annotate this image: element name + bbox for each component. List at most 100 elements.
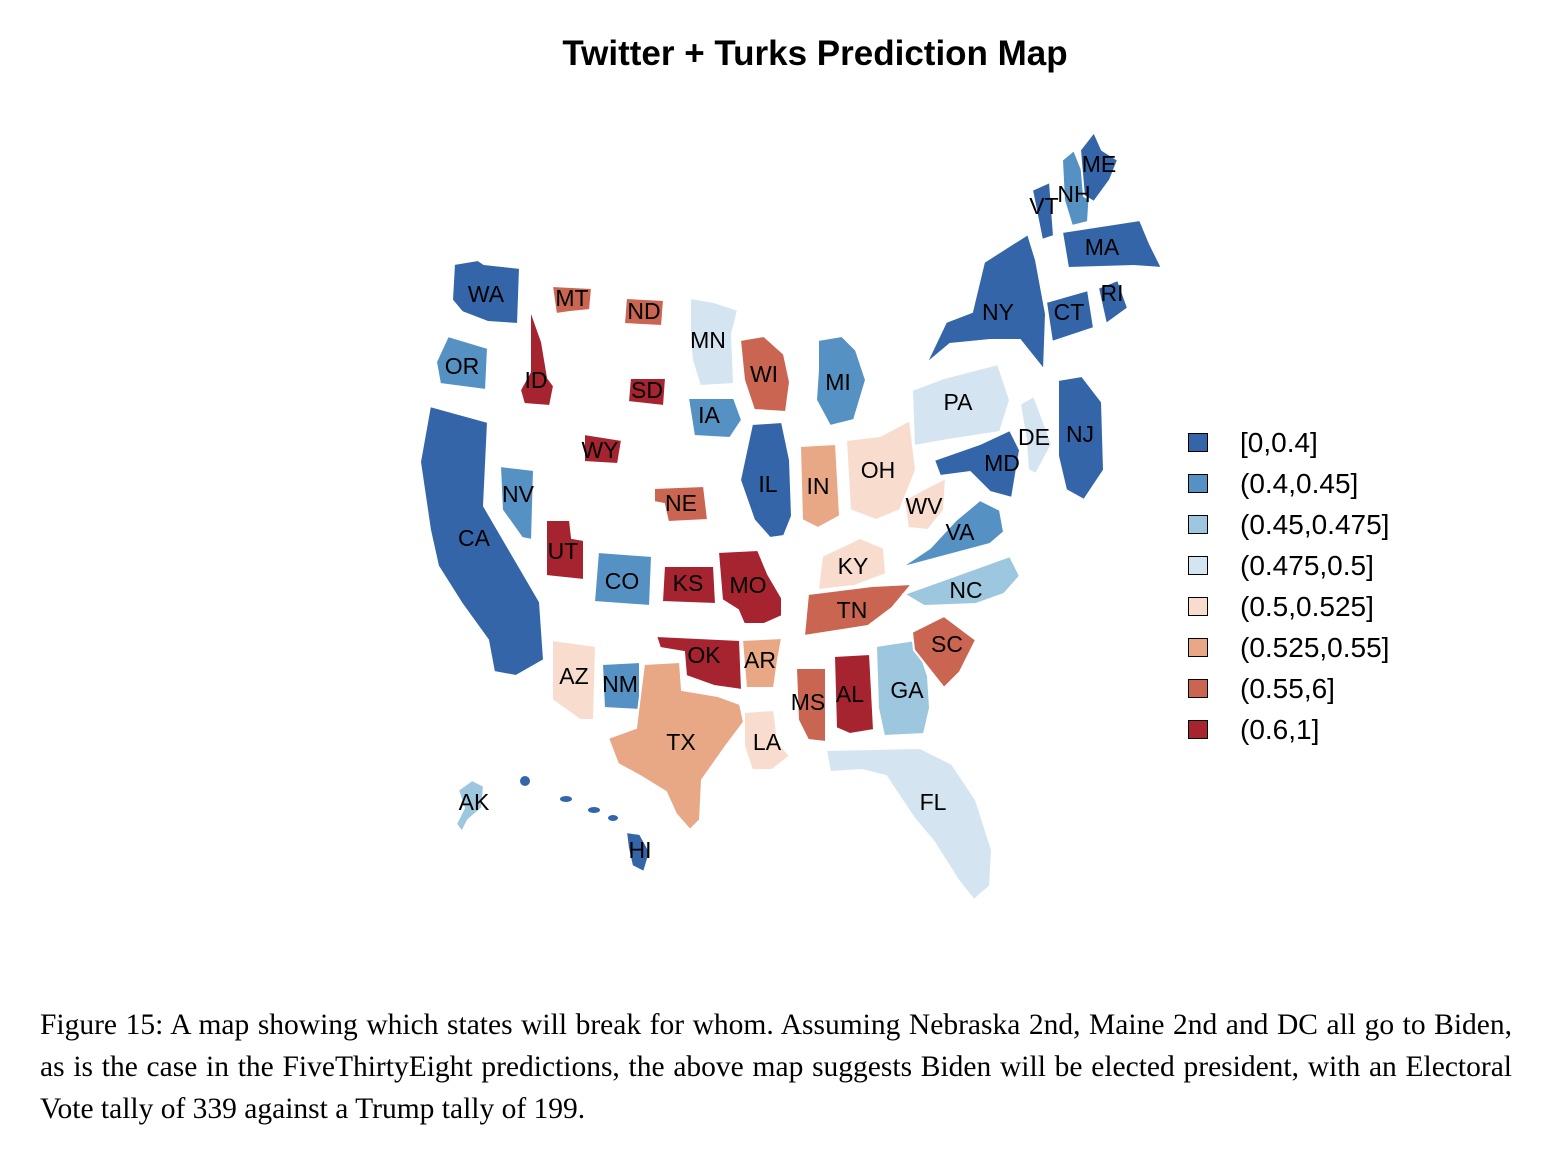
state-label-la: LA <box>753 729 782 755</box>
state-label-nh: NH <box>1057 181 1090 207</box>
state-label-ar: AR <box>744 647 776 673</box>
legend-label: [0,0.4] <box>1240 426 1318 458</box>
state-ks <box>660 565 718 606</box>
state-or <box>434 334 490 392</box>
state-va <box>899 498 1006 569</box>
state-vt <box>1030 180 1056 242</box>
state-label-sd: SD <box>631 377 663 403</box>
legend-item: (0.4,0.45] <box>1188 463 1389 504</box>
legend-label: (0.6,1] <box>1240 713 1320 745</box>
state-label-mt: MT <box>555 285 588 311</box>
state-label-id: ID <box>525 367 548 393</box>
state-ne <box>653 484 710 524</box>
legend-item: (0.45,0.475] <box>1188 504 1389 545</box>
state-label-in: IN <box>807 473 830 499</box>
state-label-de: DE <box>1018 424 1050 450</box>
state-ak <box>454 778 486 834</box>
state-label-ak: AK <box>459 789 490 815</box>
state-hi-island <box>560 796 572 802</box>
state-label-wv: WV <box>905 493 943 519</box>
state-fl <box>824 746 994 902</box>
state-wy <box>583 432 624 466</box>
state-ny <box>925 232 1048 373</box>
legend-label: (0.525,0.55] <box>1240 631 1390 663</box>
state-ct <box>1044 288 1096 344</box>
state-mi <box>814 334 868 428</box>
state-label-ut: UT <box>548 538 579 564</box>
state-label-ia: IA <box>698 402 720 428</box>
state-label-hi: HI <box>629 837 652 863</box>
state-ar <box>740 636 784 689</box>
figure-caption: Figure 15: A map showing which states wi… <box>40 1009 1512 1125</box>
state-label-tn: TN <box>837 597 868 623</box>
state-label-ma: MA <box>1085 234 1120 260</box>
state-id <box>518 307 556 408</box>
state-wv <box>902 476 948 532</box>
legend-swatch <box>1188 515 1208 534</box>
state-label-wa: WA <box>468 281 505 307</box>
legend-swatch <box>1188 556 1208 575</box>
state-ut <box>545 519 585 582</box>
state-label-mi: MI <box>825 369 851 395</box>
map-legend: [0,0.4] (0.4,0.45] (0.45,0.475] (0.475,0.5]… <box>1188 422 1389 750</box>
state-ms <box>794 667 827 744</box>
state-la <box>743 708 792 771</box>
state-de <box>1018 394 1054 476</box>
state-label-ky: KY <box>838 553 869 579</box>
state-mt <box>550 284 594 316</box>
legend-swatch <box>1188 474 1208 493</box>
state-hi-island <box>588 807 600 813</box>
state-label-nj: NJ <box>1066 421 1094 447</box>
legend-label: (0.5,0.525] <box>1240 590 1374 622</box>
state-label-mn: MN <box>690 327 726 353</box>
state-nj <box>1057 374 1106 502</box>
state-ma <box>1060 218 1164 270</box>
state-label-nc: NC <box>949 577 982 603</box>
state-md <box>932 428 1022 500</box>
state-co <box>592 550 654 608</box>
state-label-tx: TX <box>666 729 695 755</box>
state-label-wy: WY <box>581 437 618 463</box>
state-label-ct: CT <box>1054 299 1085 325</box>
legend-item: (0.475,0.5] <box>1188 545 1389 586</box>
map-title: Twitter + Turks Prediction Map <box>562 34 1068 73</box>
legend-item: [0,0.4] <box>1188 422 1389 463</box>
state-label-pa: PA <box>944 389 974 415</box>
state-label-ks: KS <box>673 570 704 596</box>
state-pa <box>910 362 1012 448</box>
legend-item: (0.5,0.525] <box>1188 586 1389 627</box>
state-label-co: CO <box>605 568 640 594</box>
state-tn <box>802 582 915 638</box>
state-wi <box>738 334 792 414</box>
state-nc <box>901 554 1022 608</box>
state-label-mo: MO <box>729 572 766 598</box>
state-label-sc: SC <box>931 631 963 657</box>
state-hi-island <box>608 815 618 821</box>
state-label-ny: NY <box>982 299 1014 325</box>
legend-label: (0.475,0.5] <box>1240 549 1374 581</box>
state-az <box>551 638 598 721</box>
legend-swatch <box>1188 638 1208 657</box>
state-ca <box>418 404 546 678</box>
legend-item: (0.6,1] <box>1188 709 1389 750</box>
state-label-va: VA <box>946 519 976 545</box>
state-label-ri: RI <box>1101 280 1124 306</box>
state-label-ok: OK <box>687 642 721 668</box>
state-label-ga: GA <box>890 677 924 703</box>
legend-item: (0.525,0.55] <box>1188 627 1389 668</box>
state-tx <box>606 660 746 832</box>
legend-swatch <box>1188 679 1208 698</box>
state-label-nm: NM <box>602 671 638 697</box>
state-label-al: AL <box>836 681 864 707</box>
state-hi <box>624 830 652 874</box>
state-label-ne: NE <box>665 490 697 516</box>
legend-swatch <box>1188 433 1208 452</box>
state-label-fl: FL <box>920 789 947 815</box>
legend-swatch <box>1188 597 1208 616</box>
state-hi-island <box>520 776 530 786</box>
state-nh <box>1060 148 1092 228</box>
state-il <box>738 420 794 540</box>
state-sd <box>626 377 668 408</box>
state-label-md: MD <box>984 450 1020 476</box>
